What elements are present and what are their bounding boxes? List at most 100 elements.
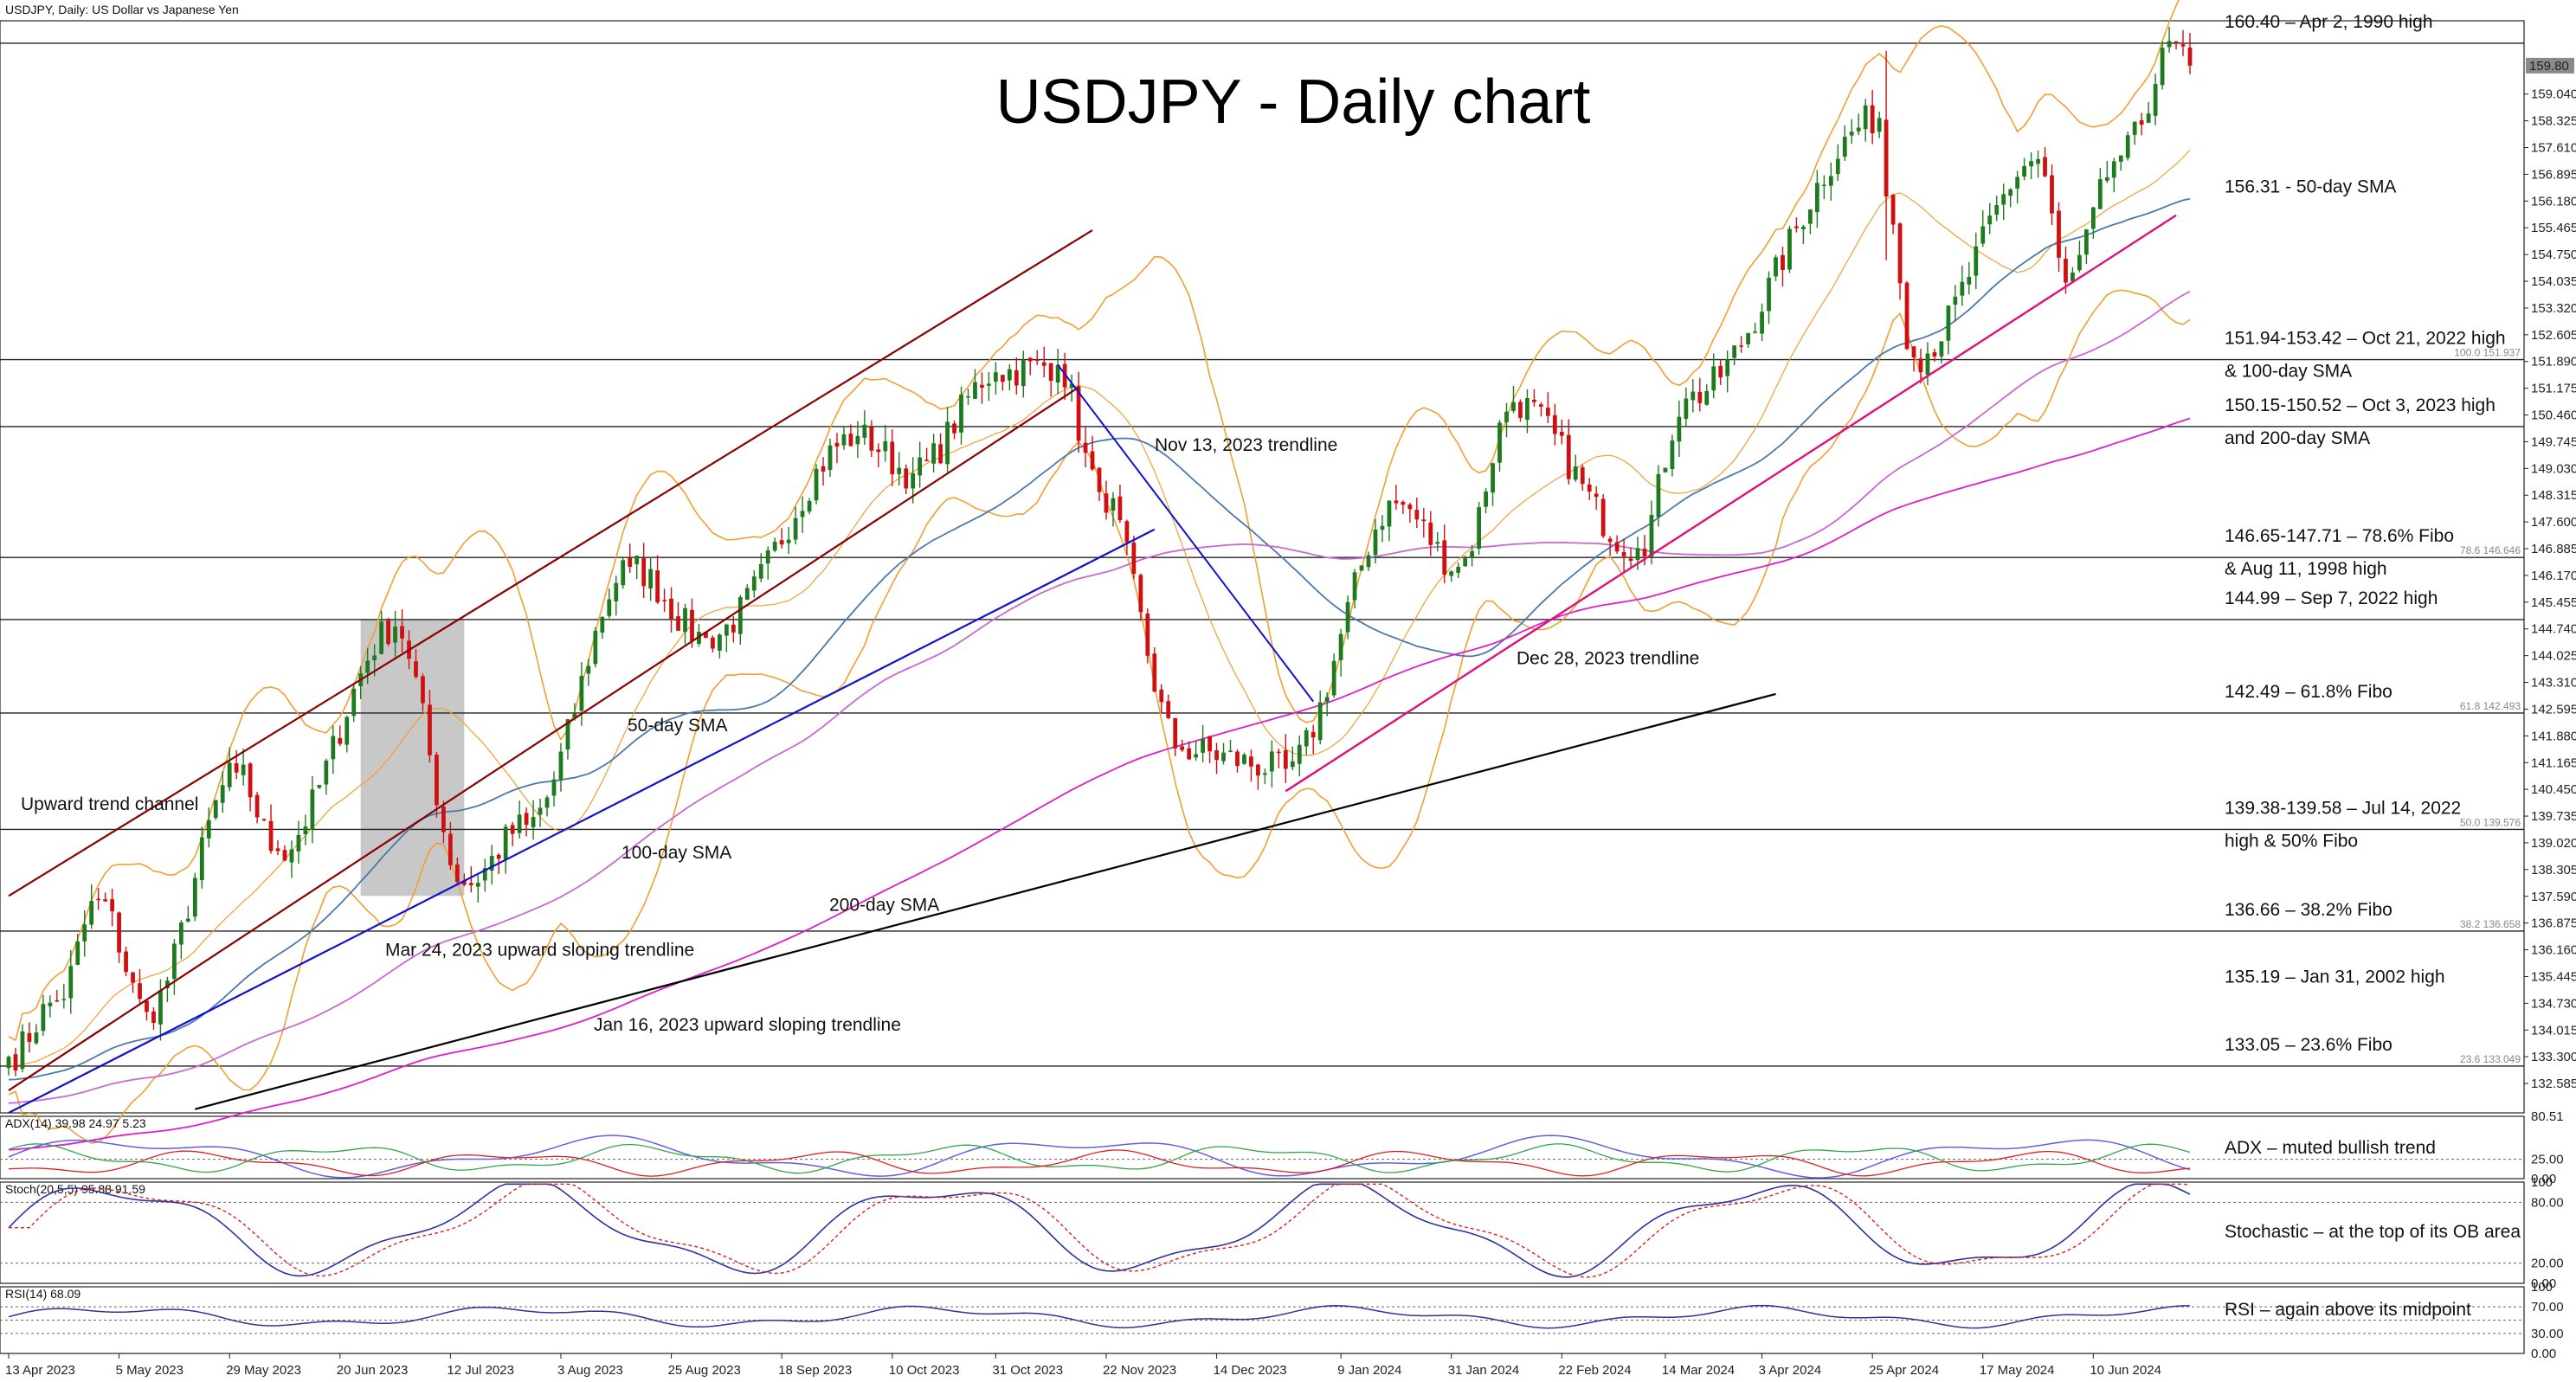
level-annotation-2: & Aug 11, 1998 high: [2225, 559, 2387, 579]
candle-body: [1317, 702, 1323, 741]
level-annotation-2: high & 50% Fibo: [2225, 831, 2358, 851]
candle-body: [2083, 229, 2089, 255]
symbol-header: USDJPY, Daily: US Dollar vs Japanese Yen: [5, 3, 239, 16]
candle-body: [1545, 408, 1550, 416]
candle-body: [765, 550, 770, 564]
candle-body: [1014, 370, 1019, 386]
candle-body: [1760, 312, 1764, 334]
x-tick-label: 3 Aug 2023: [557, 1363, 623, 1378]
rsi-tick: 100: [2531, 1280, 2553, 1295]
candle-body: [1283, 749, 1288, 769]
candle-body: [2008, 189, 2013, 196]
candle-body: [1276, 751, 1281, 754]
trendline-nov13: [1057, 364, 1315, 703]
candle-body: [34, 1032, 39, 1044]
candle-body: [1960, 281, 1965, 296]
candle-body: [1366, 555, 1371, 568]
candle-body: [1304, 730, 1309, 747]
price-tick-label: 141.165: [2531, 755, 2576, 770]
candle-body: [1538, 404, 1543, 407]
x-tick-label: 17 May 2024: [1980, 1363, 2055, 1378]
candle-body: [1297, 744, 1302, 764]
candle-body: [2104, 177, 2109, 181]
candle-body: [1787, 228, 1792, 270]
candle-body: [544, 797, 550, 808]
price-tick-label: 144.025: [2531, 649, 2576, 664]
sma100-label: 100-day SMA: [621, 843, 731, 863]
candle-body: [1145, 613, 1150, 656]
candle-body: [2118, 155, 2123, 162]
candle-body: [1097, 467, 1102, 492]
x-tick-label: 22 Nov 2023: [1103, 1363, 1176, 1378]
candle-body: [1932, 351, 1937, 357]
price-tick-label: 137.590: [2531, 890, 2576, 904]
candle-body: [662, 600, 667, 601]
x-tick-label: 12 Jul 2023: [447, 1363, 514, 1378]
rsi-header: RSI(14) 68.09: [5, 1287, 80, 1301]
candle-body: [1794, 226, 1799, 228]
candle-body: [1967, 276, 1972, 285]
candle-body: [1504, 411, 1509, 422]
candle-body: [841, 434, 847, 446]
candle-body: [959, 394, 963, 433]
candle-body: [1677, 416, 1682, 442]
candle-body: [1456, 567, 1461, 573]
x-tick-label: 29 May 2023: [226, 1363, 301, 1378]
price-tick-label: 146.885: [2531, 542, 2576, 556]
candle-body: [924, 460, 930, 461]
price-tick-label: 154.750: [2531, 247, 2576, 262]
candle-body: [1111, 498, 1116, 511]
stoch-k-line: [8, 1183, 2191, 1278]
candle-body: [786, 539, 791, 543]
trendline-mar24: [8, 528, 1156, 1114]
trendline-jan16: [195, 692, 1776, 1110]
price-tick-label: 132.585: [2531, 1077, 2576, 1091]
x-tick-label: 10 Jun 2024: [2090, 1363, 2161, 1378]
candle-body: [428, 704, 432, 755]
candle-body: [454, 864, 460, 883]
price-tick-label: 146.170: [2531, 569, 2576, 583]
candle-body: [1642, 549, 1647, 556]
candle-body: [1021, 360, 1026, 387]
price-tick-label: 154.035: [2531, 274, 2576, 289]
level-annotation: 144.99 – Sep 7, 2022 high: [2225, 588, 2438, 608]
candle-body: [2132, 121, 2137, 135]
candle-body: [621, 560, 626, 586]
rsi-tick: 70.00: [2531, 1300, 2564, 1315]
candle-body: [2001, 194, 2006, 205]
candle-body: [828, 445, 833, 471]
candle-body: [1214, 750, 1219, 761]
candle-body: [248, 763, 253, 798]
candle-body: [1083, 442, 1088, 453]
candle-body: [1345, 601, 1350, 633]
candle-body: [1290, 761, 1295, 768]
level-annotation-2: & 100-day SMA: [2225, 362, 2352, 382]
candle-body: [2050, 175, 2054, 214]
candle-body: [2180, 44, 2186, 47]
sma200-label: 200-day SMA: [829, 896, 939, 916]
candle-body: [1946, 305, 1951, 341]
fibo-tag: 50.0 139.576: [2460, 816, 2521, 828]
candle-body: [2153, 84, 2158, 116]
candle-body: [2187, 47, 2193, 66]
candle-body: [531, 817, 536, 827]
candle-body: [317, 785, 322, 788]
price-tick-label: 142.595: [2531, 702, 2576, 717]
candle-body: [1152, 653, 1157, 692]
candle-body: [338, 737, 343, 744]
candle-body: [1649, 515, 1654, 557]
candle-body: [213, 800, 218, 819]
price-tick-label: 136.875: [2531, 916, 2576, 931]
candle-body: [282, 850, 287, 861]
candle-body: [1228, 750, 1233, 752]
candle-body: [448, 833, 453, 865]
price-tick-label: 156.895: [2531, 167, 2576, 182]
candle-body: [517, 814, 522, 833]
candle-body: [27, 1032, 32, 1042]
candle-body: [1201, 738, 1206, 753]
chart-title: USDJPY - Daily chart: [996, 67, 1591, 137]
candle-body: [945, 421, 950, 465]
price-tick-label: 149.030: [2531, 461, 2576, 476]
candle-body: [641, 558, 647, 587]
mar24-label: Mar 24, 2023 upward sloping trendline: [385, 940, 694, 960]
